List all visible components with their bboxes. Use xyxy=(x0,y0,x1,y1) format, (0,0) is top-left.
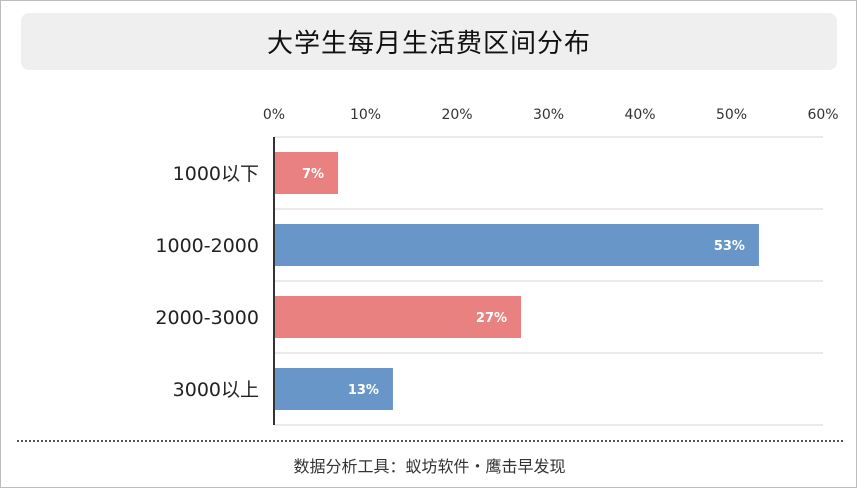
x-tick-label: 20% xyxy=(441,107,472,123)
footer-credit: 数据分析工具：蚁坊软件・鹰击早发现 xyxy=(293,457,566,476)
x-tick-label: 40% xyxy=(624,107,655,123)
category-label: 2000-3000 xyxy=(155,307,259,329)
data-label: 53% xyxy=(714,239,745,254)
bar xyxy=(274,296,522,338)
x-tick-label: 30% xyxy=(533,107,564,123)
x-tick-label: 60% xyxy=(807,107,838,123)
x-tick-label: 10% xyxy=(350,107,381,123)
chart-title: 大学生每月生活费区间分布 xyxy=(266,29,591,59)
category-label: 1000-2000 xyxy=(155,235,259,257)
category-label: 1000以下 xyxy=(173,163,259,185)
data-label: 7% xyxy=(302,167,324,182)
x-tick-label: 50% xyxy=(716,107,747,123)
title-bar: 大学生每月生活费区间分布 xyxy=(21,13,837,70)
bar-chart: 0% 10% 20% 30% 40% 50% 60% 1000以下 7% 1000-2000 53%… xyxy=(155,107,839,426)
bar xyxy=(274,152,339,194)
data-label: 27% xyxy=(476,311,507,326)
x-tick-label: 0% xyxy=(263,107,285,123)
data-label: 13% xyxy=(348,383,379,398)
footer-divider xyxy=(17,440,843,442)
category-label: 3000以上 xyxy=(173,379,259,401)
bar xyxy=(274,224,759,266)
bar xyxy=(274,368,393,410)
